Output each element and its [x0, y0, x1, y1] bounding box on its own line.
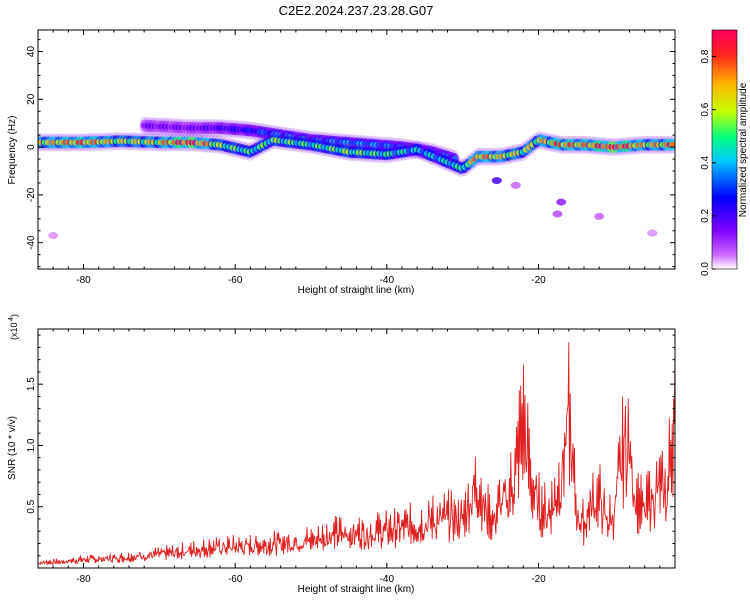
spectrogram-x-ticks: -80 -60 -40 -20 — [52, 30, 676, 286]
snr-panel: -80 -60 -40 -20 0.5 1.0 1.5 Height of straigh… — [7, 314, 676, 595]
spectrogram-main-ridge — [38, 130, 675, 177]
snr-y-tick-label: 1.5 — [26, 377, 37, 391]
snr-multiplier-exponent: 4 — [8, 317, 15, 321]
snr-x-axis-label: Height of straight line (km) — [298, 584, 415, 595]
snr-x-tick-label: -40 — [380, 574, 395, 585]
spectrogram-blob — [594, 212, 605, 220]
snr-y-tick-label: 1.0 — [26, 438, 37, 452]
spectrogram-y-tick-label: 0 — [26, 144, 37, 150]
snr-multiplier-close: ) — [9, 314, 19, 317]
colorbar-tick-label: 0.6 — [700, 102, 711, 116]
colorbar-tick-label: 0.0 — [700, 262, 711, 276]
spectrogram-heat-layer — [38, 116, 675, 240]
snr-x-tick-label: -80 — [76, 574, 91, 585]
colorbar-gradient — [711, 29, 738, 270]
spectrogram-blob — [556, 198, 567, 206]
colorbar-ticks: 0.0 0.2 0.4 0.6 0.8 — [700, 49, 716, 276]
spectrogram-y-tick-label: -40 — [26, 235, 37, 250]
spectrogram-blob — [491, 177, 502, 185]
colorbar-label: Normalized spectral amplitude — [738, 82, 749, 217]
colorbar-tick-label: 0.8 — [700, 49, 711, 63]
spectrogram-blob — [48, 232, 59, 240]
spectrogram-x-tick-label: -60 — [228, 275, 243, 286]
spectrogram-x-axis-label: Height of straight line (km) — [298, 285, 415, 296]
spectrogram-panel: -80 -60 -40 -20 -40 -20 0 20 40 Height of strai… — [7, 29, 676, 296]
snr-x-tick-label: -60 — [228, 574, 243, 585]
spectrogram-blob — [510, 181, 521, 189]
spectrogram-y-tick-label: 40 — [26, 46, 37, 58]
snr-y-axis-label: SNR (10 * v/v) — [7, 416, 18, 480]
snr-y-ticks: 0.5 1.0 1.5 — [26, 334, 675, 557]
colorbar-tick-label: 0.2 — [700, 209, 711, 223]
spectrogram-x-tick-label: -20 — [531, 275, 546, 286]
snr-x-ticks: -80 -60 -40 -20 — [52, 329, 676, 585]
spectrogram-y-axis-label: Frequency (Hz) — [7, 116, 18, 185]
spectrogram-main-ridge-core — [669, 141, 675, 148]
spectrogram-y-tick-label: -20 — [26, 187, 37, 202]
snr-multiplier-base: (x10 — [9, 322, 19, 340]
snr-y-tick-label: 0.5 — [26, 499, 37, 513]
snr-x-tick-label: -20 — [531, 574, 546, 585]
snr-multiplier: (x10 4 ) — [8, 314, 19, 340]
colorbar: 0.0 0.2 0.4 0.6 0.8 Normalized spectral ampl… — [700, 29, 749, 276]
snr-series-line — [38, 342, 675, 566]
spectrogram-blob — [552, 210, 563, 218]
spectrogram-x-tick-label: -80 — [76, 275, 91, 286]
spectrogram-y-ticks: -40 -20 0 20 40 — [26, 39, 675, 268]
spectrogram-x-tick-label: -40 — [380, 275, 395, 286]
spectrogram-blob — [647, 229, 658, 237]
figure-title: C2E2.2024.237.23.28.G07 — [279, 3, 434, 18]
spectrogram-y-tick-label: 20 — [26, 93, 37, 105]
colorbar-tick-label: 0.4 — [700, 155, 711, 169]
